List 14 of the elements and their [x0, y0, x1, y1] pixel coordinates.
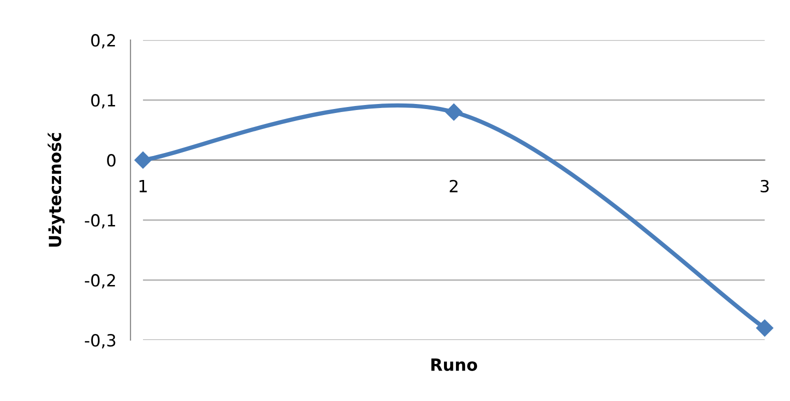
x-tick-label: 2: [450, 180, 458, 192]
y-tick-label: 0,1: [91, 94, 116, 108]
x-tick-label: 3: [760, 180, 769, 192]
point: [445, 104, 462, 121]
y-tick-label: -0,3: [84, 334, 116, 348]
y-tick-label: -0,1: [84, 214, 116, 228]
point: [756, 320, 774, 337]
x-tick-label: 1: [140, 180, 147, 192]
y-tick-label: 0: [107, 154, 116, 167]
x-axis-title: Runo: [431, 358, 478, 371]
y-tick-label: -0,2: [84, 274, 115, 288]
point: [134, 152, 152, 169]
y-tick-label: 0,2: [91, 34, 115, 48]
y-axis-title: Użyteczność: [48, 132, 65, 247]
